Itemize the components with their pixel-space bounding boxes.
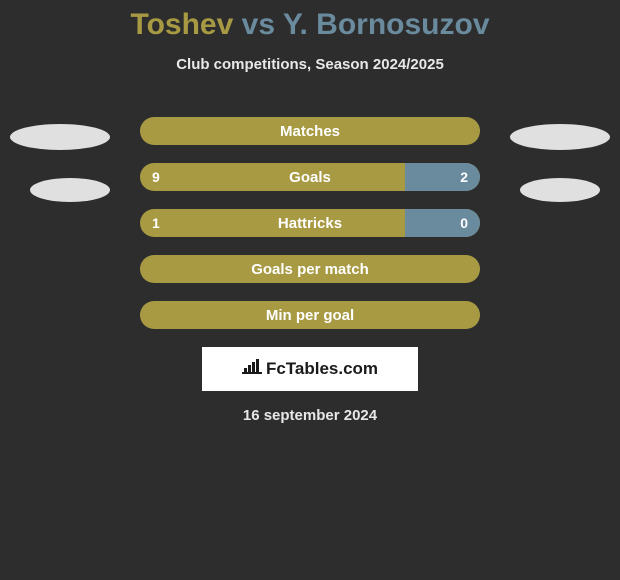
player2-avatar <box>510 124 610 150</box>
player1-badge <box>30 178 110 202</box>
vs-text: vs <box>242 8 275 41</box>
stat-bar-matches: Matches <box>140 117 480 145</box>
subtitle: Club competitions, Season 2024/2025 <box>0 56 620 73</box>
stat-bar-goals: 9 Goals 2 <box>140 163 480 191</box>
stats-container: Matches 9 Goals 2 1 Hattricks 0 Goals pe… <box>0 117 620 329</box>
stat-label: Matches <box>140 123 480 140</box>
logo-box[interactable]: FcTables.com <box>202 347 418 391</box>
chart-icon <box>242 358 262 381</box>
player1-avatar <box>10 124 110 150</box>
player2-badge <box>520 178 600 202</box>
stat-label: Goals per match <box>140 261 480 278</box>
logo: FcTables.com <box>242 358 378 381</box>
logo-text: FcTables.com <box>266 359 378 379</box>
date-text: 16 september 2024 <box>0 407 620 424</box>
stat-value-right: 0 <box>460 215 468 231</box>
comparison-title: Toshev vs Y. Bornosuzov <box>0 0 620 42</box>
stat-bar-min-per-goal: Min per goal <box>140 301 480 329</box>
stat-label: Goals <box>140 169 480 186</box>
player2-name: Y. Bornosuzov <box>283 8 490 41</box>
stat-bar-hattricks: 1 Hattricks 0 <box>140 209 480 237</box>
stat-label: Min per goal <box>140 307 480 324</box>
stat-value-right: 2 <box>460 169 468 185</box>
stat-label: Hattricks <box>140 215 480 232</box>
player1-name: Toshev <box>130 8 233 41</box>
stat-bar-goals-per-match: Goals per match <box>140 255 480 283</box>
